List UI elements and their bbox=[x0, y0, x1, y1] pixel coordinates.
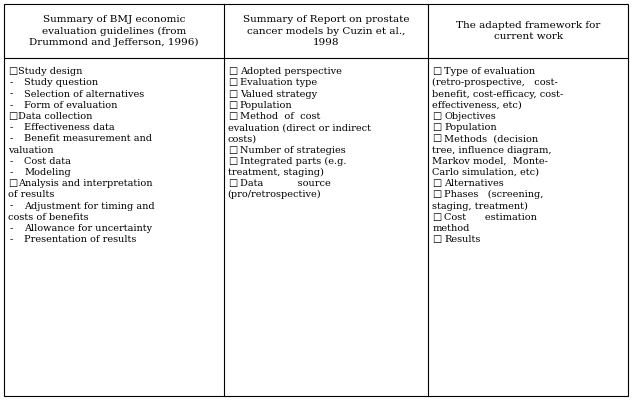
Text: -: - bbox=[10, 202, 13, 210]
Text: □: □ bbox=[432, 134, 442, 143]
Text: □: □ bbox=[432, 112, 442, 121]
Text: Alternatives: Alternatives bbox=[444, 179, 504, 188]
Text: Method  of  cost: Method of cost bbox=[240, 112, 320, 121]
Text: □: □ bbox=[432, 213, 442, 222]
Text: Presentation of results: Presentation of results bbox=[24, 235, 137, 244]
Text: Analysis and interpretation: Analysis and interpretation bbox=[18, 179, 152, 188]
Text: □: □ bbox=[8, 67, 17, 76]
Text: □: □ bbox=[432, 235, 442, 244]
Text: valuation: valuation bbox=[8, 146, 54, 154]
Text: -: - bbox=[10, 157, 13, 166]
Text: -: - bbox=[10, 123, 13, 132]
Text: □: □ bbox=[228, 90, 237, 98]
Text: method: method bbox=[432, 224, 470, 233]
Text: Data collection: Data collection bbox=[18, 112, 92, 121]
Text: -: - bbox=[10, 78, 13, 87]
Text: Valued strategy: Valued strategy bbox=[240, 90, 317, 98]
Text: □: □ bbox=[432, 123, 442, 132]
Text: Type of evaluation: Type of evaluation bbox=[444, 67, 535, 76]
Text: Population: Population bbox=[444, 123, 497, 132]
Text: Study design: Study design bbox=[18, 67, 82, 76]
Text: costs): costs) bbox=[228, 134, 257, 143]
Text: □: □ bbox=[228, 112, 237, 121]
Text: evaluation (direct or indirect: evaluation (direct or indirect bbox=[228, 123, 370, 132]
Text: benefit, cost-efficacy, cost-: benefit, cost-efficacy, cost- bbox=[432, 90, 564, 98]
Text: Markov model,  Monte-: Markov model, Monte- bbox=[432, 157, 548, 166]
Text: Methods  (decision: Methods (decision bbox=[444, 134, 538, 143]
Text: Population: Population bbox=[240, 101, 292, 110]
Text: Objectives: Objectives bbox=[444, 112, 496, 121]
Text: □: □ bbox=[228, 78, 237, 87]
Text: Effectiveness data: Effectiveness data bbox=[24, 123, 114, 132]
Text: -: - bbox=[10, 168, 13, 177]
Text: Selection of alternatives: Selection of alternatives bbox=[24, 90, 144, 98]
Text: Cost      estimation: Cost estimation bbox=[444, 213, 537, 222]
Text: Number of strategies: Number of strategies bbox=[240, 146, 346, 154]
Text: Study question: Study question bbox=[24, 78, 98, 87]
Text: □: □ bbox=[432, 179, 442, 188]
Text: □: □ bbox=[228, 101, 237, 110]
Text: Adjustment for timing and: Adjustment for timing and bbox=[24, 202, 155, 210]
Text: effectiveness, etc): effectiveness, etc) bbox=[432, 101, 522, 110]
Text: tree, influence diagram,: tree, influence diagram, bbox=[432, 146, 552, 154]
Text: Summary of Report on prostate
cancer models by Cuzin et al.,
1998: Summary of Report on prostate cancer mod… bbox=[243, 15, 410, 47]
Text: Integrated parts (e.g.: Integrated parts (e.g. bbox=[240, 157, 346, 166]
Text: Adopted perspective: Adopted perspective bbox=[240, 67, 341, 76]
Text: □: □ bbox=[228, 179, 237, 188]
Text: □: □ bbox=[228, 67, 237, 76]
Text: -: - bbox=[10, 235, 13, 244]
Text: □: □ bbox=[432, 67, 442, 76]
Text: □: □ bbox=[432, 190, 442, 199]
Text: Summary of BMJ economic
evaluation guidelines (from
Drummond and Jefferson, 1996: Summary of BMJ economic evaluation guide… bbox=[29, 15, 198, 47]
Text: Cost data: Cost data bbox=[24, 157, 71, 166]
Text: Form of evaluation: Form of evaluation bbox=[24, 101, 118, 110]
Text: (retro-prospective,   cost-: (retro-prospective, cost- bbox=[432, 78, 558, 87]
Text: □: □ bbox=[8, 112, 17, 121]
Text: The adapted framework for
current work: The adapted framework for current work bbox=[456, 21, 600, 41]
Text: costs of benefits: costs of benefits bbox=[8, 213, 88, 222]
Text: Results: Results bbox=[444, 235, 481, 244]
Text: -: - bbox=[10, 134, 13, 143]
Text: (pro/retrospective): (pro/retrospective) bbox=[228, 190, 321, 199]
Text: □: □ bbox=[228, 157, 237, 166]
Text: Carlo simulation, etc): Carlo simulation, etc) bbox=[432, 168, 539, 177]
Text: Evaluation type: Evaluation type bbox=[240, 78, 317, 87]
Text: staging, treatment): staging, treatment) bbox=[432, 202, 528, 210]
Text: -: - bbox=[10, 101, 13, 110]
Text: □: □ bbox=[228, 146, 237, 154]
Text: treatment, staging): treatment, staging) bbox=[228, 168, 324, 177]
Text: Allowance for uncertainty: Allowance for uncertainty bbox=[24, 224, 152, 233]
Text: Data           source: Data source bbox=[240, 179, 331, 188]
Text: Phases   (screening,: Phases (screening, bbox=[444, 190, 544, 199]
Text: -: - bbox=[10, 90, 13, 98]
Text: □: □ bbox=[8, 179, 17, 188]
Text: Modeling: Modeling bbox=[24, 168, 71, 177]
Text: of results: of results bbox=[8, 190, 54, 199]
Text: -: - bbox=[10, 224, 13, 233]
Text: Benefit measurement and: Benefit measurement and bbox=[24, 134, 152, 143]
